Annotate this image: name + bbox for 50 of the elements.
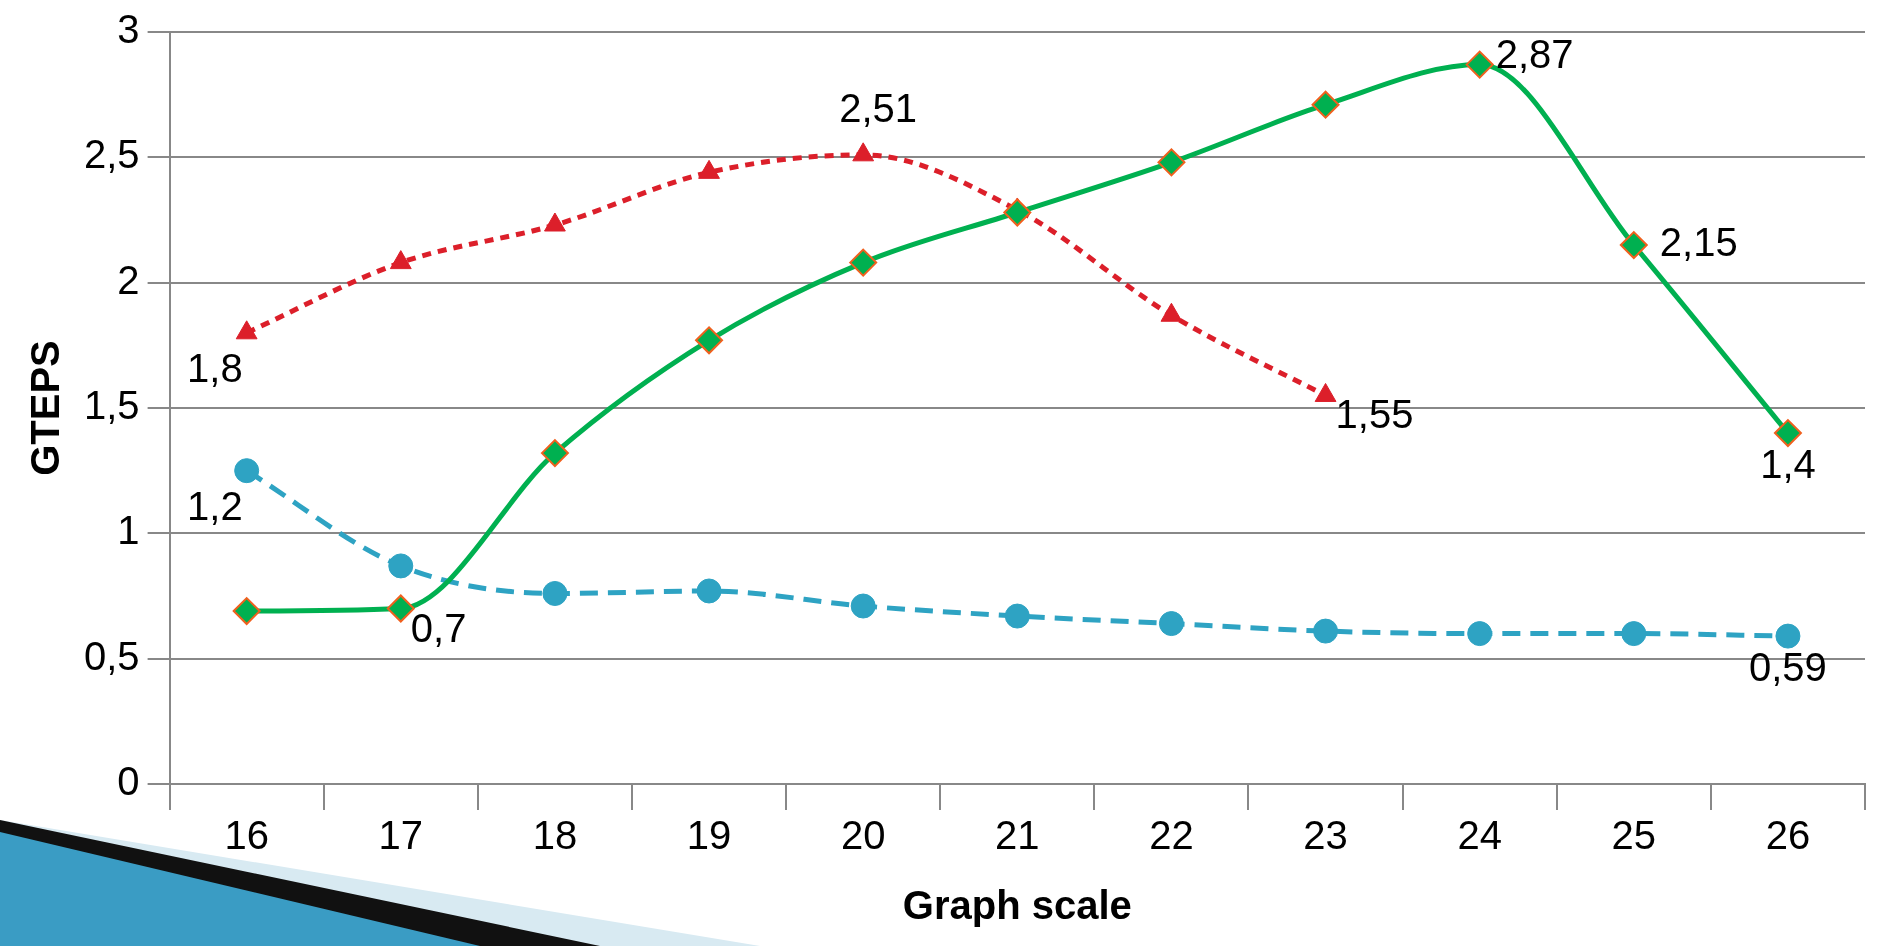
point (1467, 621, 1493, 647)
data-label: 2,87 (1495, 31, 1574, 76)
point (1621, 621, 1647, 647)
point (388, 553, 414, 579)
x-tick-label: 19 (686, 813, 732, 858)
y-tick-label: 2 (117, 257, 140, 302)
point (542, 580, 568, 606)
data-label: 1,4 (1760, 442, 1816, 487)
point (1313, 618, 1339, 644)
data-label: 2,51 (839, 85, 918, 130)
x-tick-label: 25 (1611, 813, 1657, 858)
point (1465, 50, 1494, 79)
x-tick-label: 17 (378, 813, 424, 858)
x-axis-title: Graph scale (902, 883, 1132, 928)
data-label: 1,2 (187, 483, 243, 528)
point (1157, 148, 1186, 177)
x-tick-label: 18 (532, 813, 578, 858)
point (1158, 611, 1184, 637)
x-tick-label: 24 (1457, 813, 1502, 858)
point (696, 578, 722, 604)
x-tick-label: 21 (995, 813, 1040, 858)
point (1775, 623, 1801, 649)
x-tick-label: 22 (1149, 813, 1194, 858)
x-tick-label: 23 (1303, 813, 1348, 858)
data-label: 0,59 (1749, 645, 1827, 690)
point (1004, 603, 1030, 629)
point (234, 458, 260, 484)
point (1003, 198, 1032, 227)
y-axis-title: GTEPS (23, 340, 68, 476)
y-tick-label: 3 (117, 7, 140, 52)
point (1311, 90, 1340, 119)
data-label: 1,8 (187, 345, 243, 390)
point (850, 593, 876, 619)
point (695, 326, 724, 355)
y-tick-label: 1,5 (84, 383, 140, 428)
data-label: 1,55 (1335, 392, 1414, 437)
data-label: 0,7 (410, 605, 467, 650)
y-tick-label: 0,5 (84, 633, 140, 678)
y-tick-label: 0 (117, 759, 140, 804)
point (232, 597, 261, 626)
y-tick-label: 1 (117, 508, 140, 553)
point (1619, 231, 1648, 260)
point (1773, 419, 1802, 448)
point (540, 439, 569, 468)
y-tick-label: 2,5 (84, 132, 140, 177)
data-label: 2,15 (1659, 220, 1738, 265)
point (849, 248, 878, 277)
x-tick-label: 16 (224, 813, 269, 858)
x-tick-label: 20 (840, 813, 886, 858)
x-tick-label: 26 (1765, 813, 1811, 858)
